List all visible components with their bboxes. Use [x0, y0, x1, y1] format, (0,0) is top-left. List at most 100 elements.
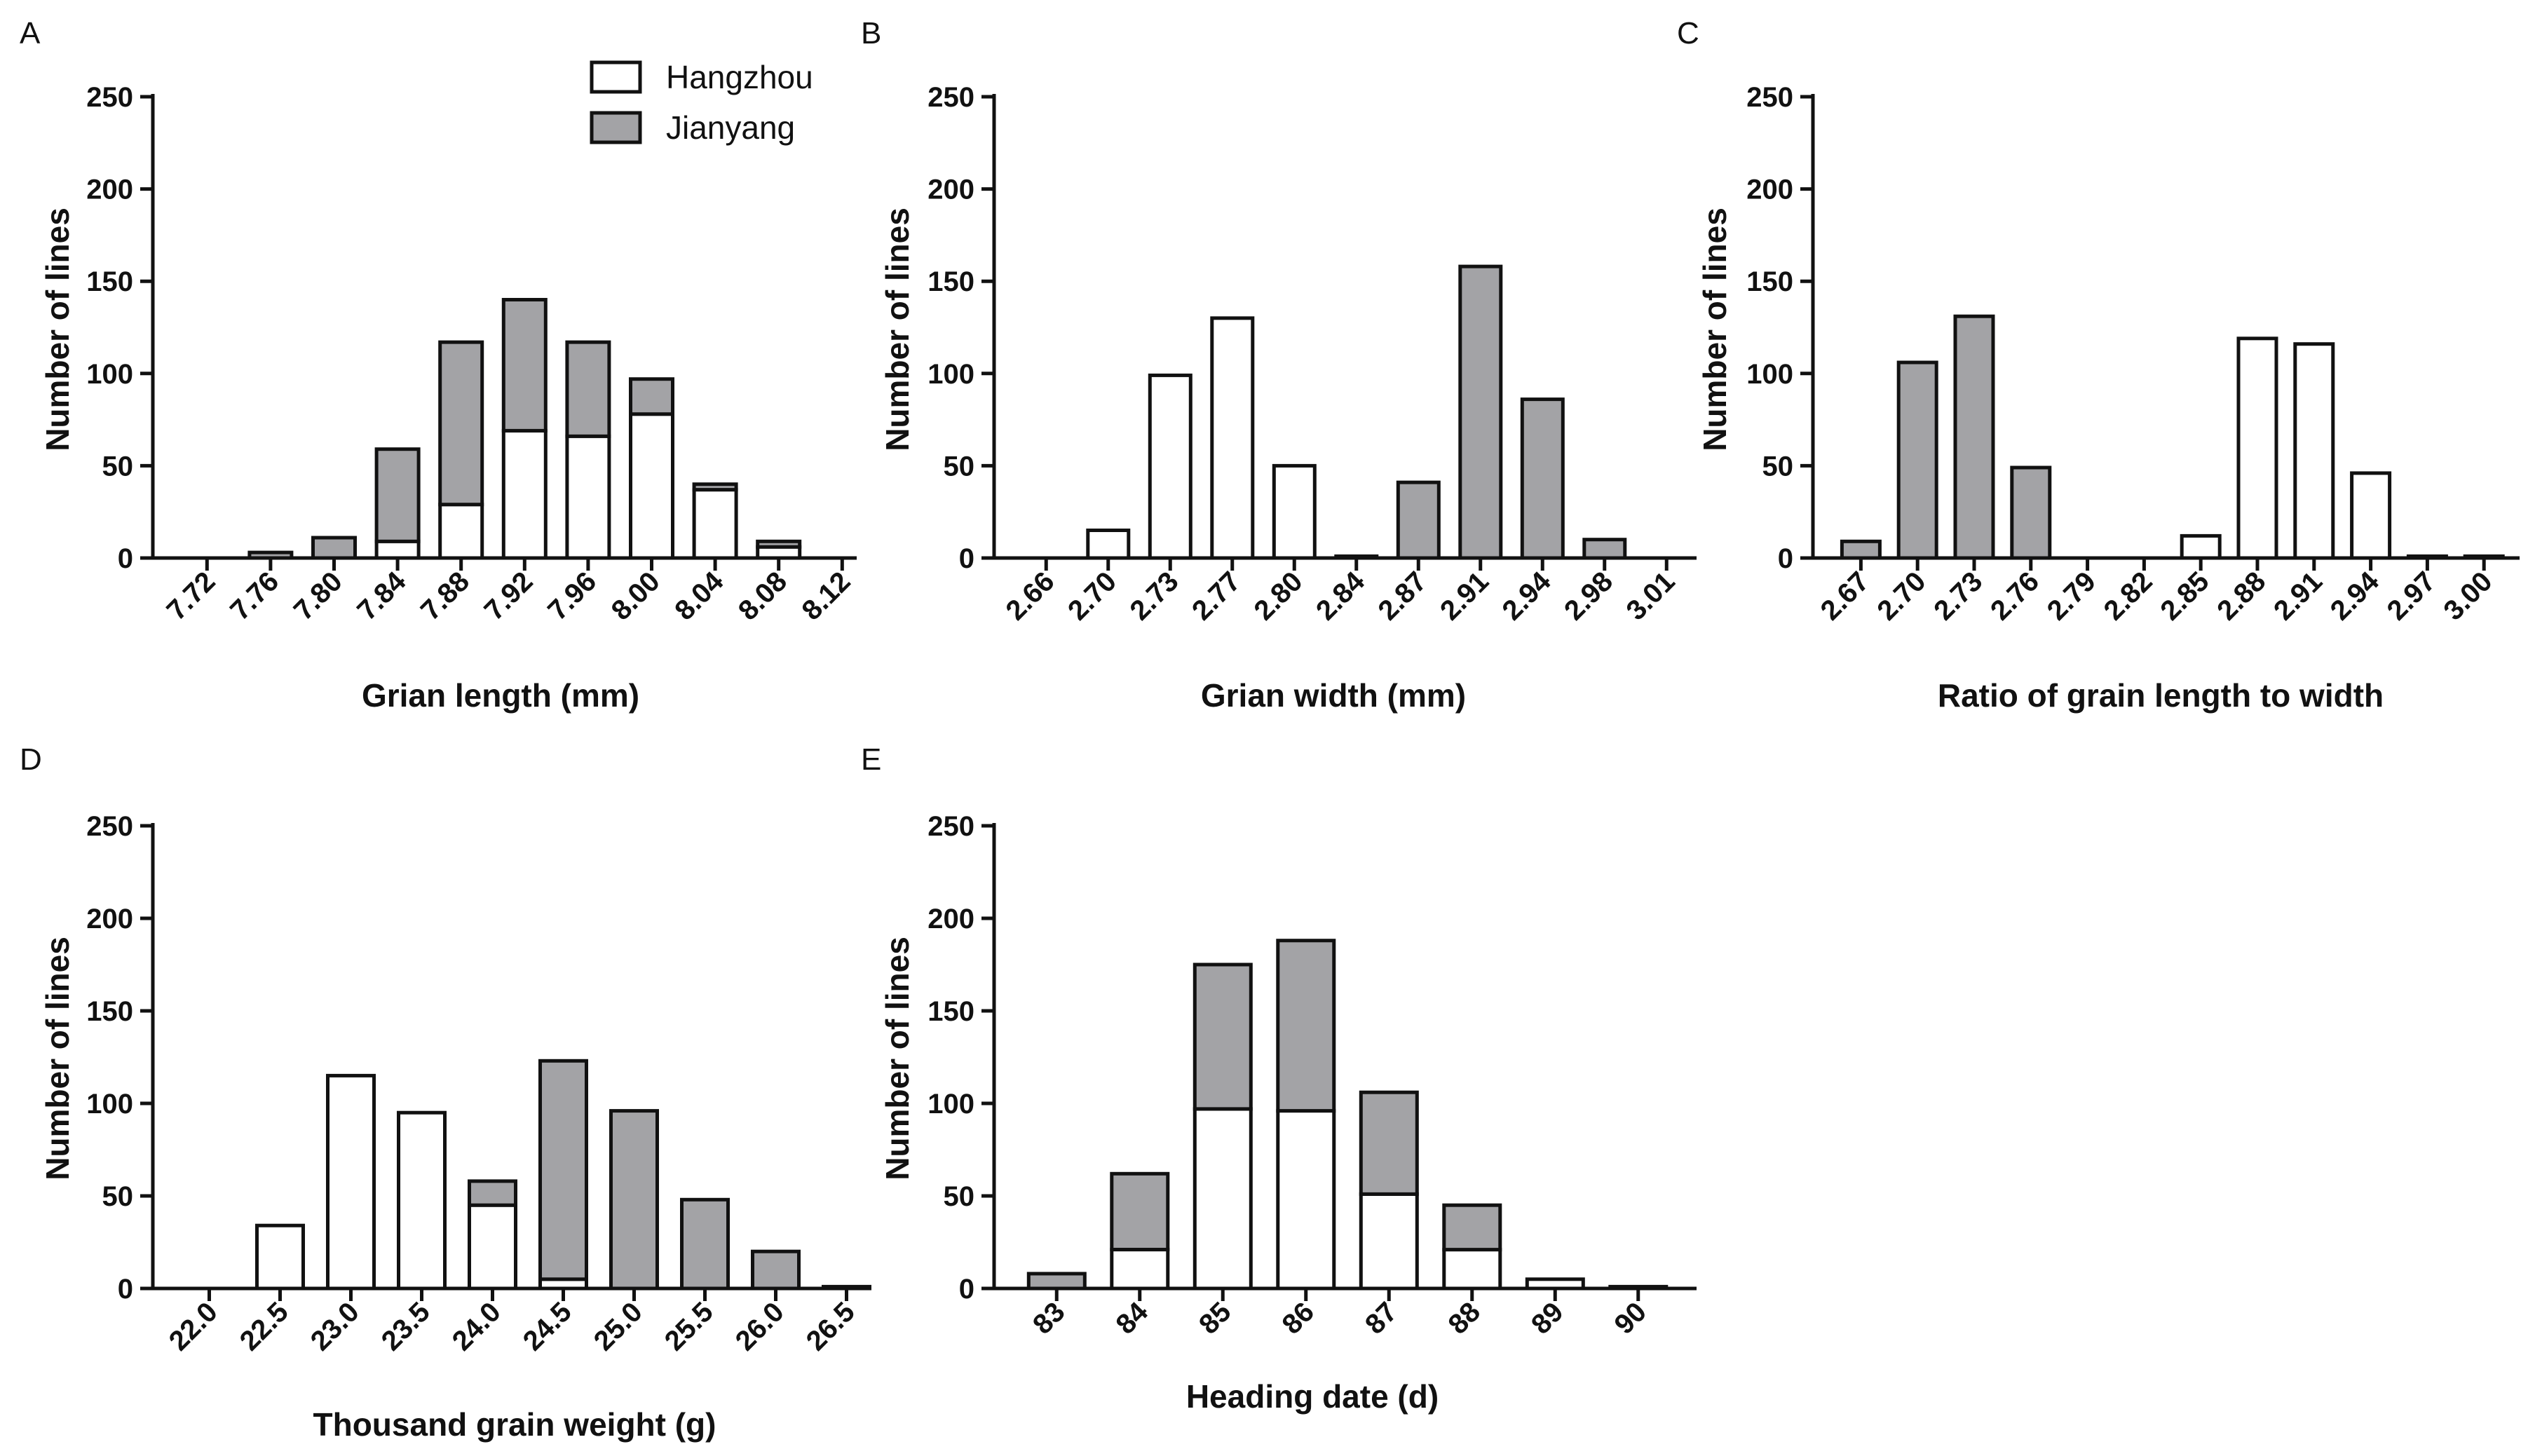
legend-jianyang-swatch: [590, 111, 642, 144]
panel-c-xtick-label-11: 3.00: [2438, 566, 2498, 626]
panel-d-xtick-label-8: 26.0: [730, 1296, 790, 1356]
panel-a-bar-hangzhou-5: [501, 428, 548, 560]
panel-c-xtick-label-7: 2.88: [2211, 566, 2271, 626]
panel-a-xtick-label-2: 7.80: [288, 566, 348, 626]
panel-b-xtick-label-0: 2.66: [1000, 566, 1060, 626]
panel-c-xlabel: Ratio of grain length to width: [1938, 677, 2384, 714]
panel-a-ytick-label-3: 150: [86, 266, 133, 297]
panel-b-bar-hangzhou-3: [1210, 316, 1255, 560]
panel-c-bar-jianyang-0: [1840, 539, 1882, 560]
panel-a-bar-jianyang-5: [501, 298, 548, 433]
panel-a-letter: A: [20, 16, 41, 50]
panel-e-ytick-label-1: 50: [944, 1181, 975, 1212]
panel-d-ytick-label-3: 150: [86, 996, 133, 1027]
panel-b-xtick-label-1: 2.70: [1062, 566, 1122, 626]
legend-hangzhou-swatch: [590, 60, 642, 94]
panel-e-ytick-label-2: 100: [927, 1089, 974, 1120]
panel-c-letter: C: [1677, 16, 1699, 50]
panel-d: D Number of lines Thousand grain weight …: [20, 742, 871, 1443]
panel-c-ytick-label-2: 100: [1746, 359, 1793, 390]
panel-c-ylabel: Number of lines: [1697, 207, 1733, 451]
panel-c-bar-jianyang-2: [1953, 314, 1995, 560]
panel-e-bar-jianyang-4: [1359, 1090, 1419, 1196]
panel-c-ytick-label-0: 0: [1778, 543, 1793, 574]
panel-a-ytick-label-4: 200: [86, 175, 133, 205]
panel-b-ylabel: Number of lines: [879, 207, 916, 451]
panel-d-bar-hangzhou-2: [326, 1073, 376, 1291]
panel-a-xtick-label-6: 7.96: [542, 566, 602, 626]
panel-e-xtick-label-2: 85: [1193, 1296, 1237, 1340]
panel-c-xtick-label-6: 2.85: [2154, 566, 2215, 626]
panel-a-bar-hangzhou-8: [692, 488, 738, 560]
panel-a-bar-jianyang-2: [311, 536, 357, 560]
panel-b-bar-hangzhou-1: [1086, 529, 1131, 560]
panel-c-bar-hangzhou-6: [2180, 533, 2222, 560]
panel-c-xtick-label-9: 2.94: [2325, 566, 2386, 627]
panel-e-bar-jianyang-2: [1192, 962, 1253, 1111]
panel-e-ytick-label-4: 200: [927, 904, 974, 934]
panel-c-bar-jianyang-1: [1896, 360, 1938, 560]
panel-b-bar-jianyang-6: [1396, 480, 1441, 560]
panel-b-ytick-label-1: 50: [944, 451, 975, 482]
panel-e-bar-jianyang-3: [1276, 939, 1336, 1113]
panel-e-letter: E: [861, 742, 881, 777]
panel-c-xtick-label-8: 2.91: [2268, 566, 2328, 626]
panel-b-ytick-label-4: 200: [927, 175, 974, 205]
panel-e-ytick-label-0: 0: [959, 1274, 974, 1305]
panel-a-ytick-label-5: 250: [86, 82, 133, 113]
panel-b-bar-hangzhou-2: [1148, 373, 1192, 560]
panel-d-ytick-label-1: 50: [102, 1181, 134, 1212]
panel-b-xtick-label-5: 2.84: [1310, 566, 1371, 627]
panel-d-bar-hangzhou-4: [468, 1203, 517, 1291]
panel-b-ytick-label-5: 250: [927, 82, 974, 113]
panel-d-xtick-label-0: 22.0: [163, 1296, 224, 1356]
panel-c-bar-hangzhou-7: [2236, 336, 2278, 560]
panel-d-bar-hangzhou-1: [255, 1223, 305, 1291]
panel-a-bar-hangzhou-7: [629, 412, 674, 560]
panel-c-xtick-label-1: 2.70: [1871, 566, 1931, 626]
panel-a-xtick-label-10: 8.12: [796, 566, 856, 626]
panel-e-bar-jianyang-5: [1442, 1203, 1502, 1252]
panel-d-xtick-label-3: 23.5: [376, 1296, 436, 1356]
panel-e-xtick-label-5: 88: [1443, 1296, 1487, 1340]
panel-b-ytick-label-2: 100: [927, 359, 974, 390]
panel-d-ytick-label-5: 250: [86, 811, 133, 842]
panel-b-xlabel: Grian width (mm): [1201, 677, 1466, 714]
panel-d-xtick-label-9: 26.5: [801, 1296, 861, 1356]
panel-c-ytick-label-4: 200: [1746, 175, 1793, 205]
panel-c-ytick-label-5: 250: [1746, 82, 1793, 113]
panel-d-xtick-label-5: 24.5: [517, 1296, 578, 1356]
panel-a-bar-hangzhou-3: [374, 539, 421, 560]
panel-b-xtick-label-9: 2.98: [1558, 566, 1619, 626]
panel-e-bar-jianyang-1: [1110, 1171, 1170, 1252]
panel-e-xtick-label-3: 86: [1277, 1296, 1321, 1340]
panel-a-bar-jianyang-6: [565, 340, 611, 438]
panel-b-xtick-label-3: 2.77: [1186, 566, 1246, 626]
panel-c-bar-hangzhou-9: [2350, 471, 2392, 560]
panel-b-xtick-label-4: 2.80: [1248, 566, 1308, 626]
panel-d-bar-jianyang-7: [680, 1197, 730, 1291]
panel-e-xtick-label-6: 89: [1525, 1296, 1570, 1340]
panel-c-xtick-label-0: 2.67: [1815, 566, 1875, 626]
panel-c-bar-jianyang-3: [2010, 465, 2052, 560]
panel-d-xtick-label-4: 24.0: [447, 1296, 507, 1356]
panel-c-xtick-label-10: 2.97: [2381, 566, 2442, 626]
panel-a: A Number of lines Grian length (mm) Hang…: [20, 16, 857, 714]
panel-e-bar-hangzhou-1: [1110, 1248, 1170, 1291]
panel-e-xlabel: Heading date (d): [1186, 1378, 1439, 1415]
panel-b-xtick-label-8: 2.94: [1496, 566, 1557, 627]
panel-e-bar-hangzhou-5: [1442, 1248, 1502, 1291]
panel-a-xtick-label-7: 8.00: [606, 566, 666, 626]
panel-a-xtick-label-5: 7.92: [478, 566, 538, 626]
panel-a-bar-jianyang-7: [629, 377, 674, 416]
panel-c-xtick-label-2: 2.73: [1928, 566, 1988, 626]
panel-b-xtick-label-6: 2.87: [1372, 566, 1432, 626]
panel-d-ytick-label-2: 100: [86, 1089, 133, 1120]
panel-e-xtick-label-7: 90: [1609, 1296, 1653, 1340]
panel-d-xtick-label-6: 25.0: [588, 1296, 648, 1356]
panel-e-xtick-label-1: 84: [1110, 1296, 1155, 1340]
panel-e: E Number of lines Heading date (d) 0 50 10…: [861, 742, 1697, 1415]
panel-a-xtick-label-0: 7.72: [161, 566, 221, 626]
